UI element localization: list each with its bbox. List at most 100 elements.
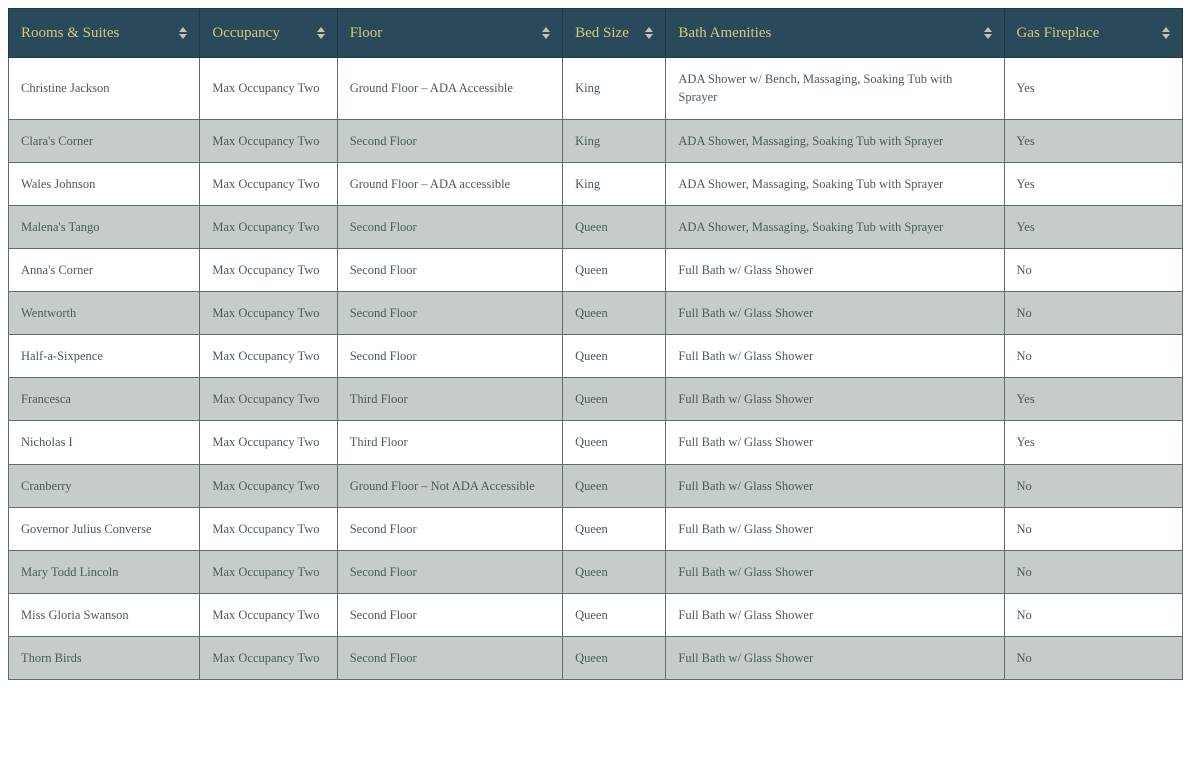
column-header-label: Bath Amenities: [678, 23, 771, 43]
table-row: Governor Julius ConverseMax Occupancy Tw…: [9, 507, 1183, 550]
cell-occupancy: Max Occupancy Two: [200, 205, 337, 248]
cell-rooms-suites: Cranberry: [9, 464, 200, 507]
cell-bed-size: Queen: [563, 550, 666, 593]
sort-icon[interactable]: [1162, 27, 1170, 39]
cell-bed-size: King: [563, 58, 666, 119]
cell-bed-size: Queen: [563, 464, 666, 507]
cell-occupancy: Max Occupancy Two: [200, 421, 337, 464]
table-row: Half-a-SixpenceMax Occupancy TwoSecond F…: [9, 335, 1183, 378]
cell-floor: Second Floor: [337, 205, 562, 248]
table-row: Clara's CornerMax Occupancy TwoSecond Fl…: [9, 119, 1183, 162]
cell-bed-size: Queen: [563, 335, 666, 378]
cell-floor: Second Floor: [337, 637, 562, 680]
table-row: Anna's CornerMax Occupancy TwoSecond Flo…: [9, 248, 1183, 291]
cell-bed-size: Queen: [563, 205, 666, 248]
cell-rooms-suites: Anna's Corner: [9, 248, 200, 291]
cell-floor: Ground Floor – ADA Accessible: [337, 58, 562, 119]
cell-occupancy: Max Occupancy Two: [200, 335, 337, 378]
cell-bath-amenities: Full Bath w/ Glass Shower: [666, 421, 1004, 464]
cell-rooms-suites: Half-a-Sixpence: [9, 335, 200, 378]
cell-gas-fireplace: No: [1004, 637, 1182, 680]
cell-gas-fireplace: No: [1004, 292, 1182, 335]
cell-bed-size: Queen: [563, 248, 666, 291]
column-header-bath-amenities[interactable]: Bath Amenities: [666, 9, 1004, 58]
cell-gas-fireplace: Yes: [1004, 119, 1182, 162]
table-row: Christine JacksonMax Occupancy TwoGround…: [9, 58, 1183, 119]
cell-rooms-suites: Clara's Corner: [9, 119, 200, 162]
cell-bath-amenities: Full Bath w/ Glass Shower: [666, 637, 1004, 680]
column-header-gas-fireplace[interactable]: Gas Fireplace: [1004, 9, 1182, 58]
cell-rooms-suites: Miss Gloria Swanson: [9, 593, 200, 636]
cell-bath-amenities: Full Bath w/ Glass Shower: [666, 507, 1004, 550]
cell-occupancy: Max Occupancy Two: [200, 550, 337, 593]
cell-bed-size: Queen: [563, 421, 666, 464]
cell-occupancy: Max Occupancy Two: [200, 58, 337, 119]
table-row: FrancescaMax Occupancy TwoThird FloorQue…: [9, 378, 1183, 421]
cell-bed-size: Queen: [563, 507, 666, 550]
cell-bath-amenities: ADA Shower, Massaging, Soaking Tub with …: [666, 205, 1004, 248]
cell-rooms-suites: Christine Jackson: [9, 58, 200, 119]
table-row: CranberryMax Occupancy TwoGround Floor –…: [9, 464, 1183, 507]
cell-gas-fireplace: Yes: [1004, 162, 1182, 205]
table-row: Malena's TangoMax Occupancy TwoSecond Fl…: [9, 205, 1183, 248]
sort-icon[interactable]: [179, 27, 187, 39]
cell-gas-fireplace: No: [1004, 248, 1182, 291]
cell-floor: Second Floor: [337, 550, 562, 593]
cell-gas-fireplace: Yes: [1004, 58, 1182, 119]
cell-bath-amenities: Full Bath w/ Glass Shower: [666, 593, 1004, 636]
table-row: Thorn BirdsMax Occupancy TwoSecond Floor…: [9, 637, 1183, 680]
table-row: Nicholas IMax Occupancy TwoThird FloorQu…: [9, 421, 1183, 464]
column-header-rooms-suites[interactable]: Rooms & Suites: [9, 9, 200, 58]
cell-occupancy: Max Occupancy Two: [200, 507, 337, 550]
column-header-occupancy[interactable]: Occupancy: [200, 9, 337, 58]
cell-gas-fireplace: Yes: [1004, 421, 1182, 464]
cell-occupancy: Max Occupancy Two: [200, 248, 337, 291]
sort-icon[interactable]: [984, 27, 992, 39]
cell-floor: Ground Floor – ADA accessible: [337, 162, 562, 205]
column-header-label: Occupancy: [212, 23, 279, 43]
column-header-label: Floor: [350, 23, 383, 43]
column-header-bed-size[interactable]: Bed Size: [563, 9, 666, 58]
cell-bath-amenities: Full Bath w/ Glass Shower: [666, 378, 1004, 421]
sort-icon[interactable]: [542, 27, 550, 39]
cell-rooms-suites: Wales Johnson: [9, 162, 200, 205]
cell-floor: Ground Floor – Not ADA Accessible: [337, 464, 562, 507]
cell-occupancy: Max Occupancy Two: [200, 119, 337, 162]
cell-occupancy: Max Occupancy Two: [200, 162, 337, 205]
cell-gas-fireplace: Yes: [1004, 205, 1182, 248]
cell-bath-amenities: Full Bath w/ Glass Shower: [666, 248, 1004, 291]
cell-rooms-suites: Wentworth: [9, 292, 200, 335]
cell-bath-amenities: ADA Shower, Massaging, Soaking Tub with …: [666, 162, 1004, 205]
cell-bath-amenities: Full Bath w/ Glass Shower: [666, 550, 1004, 593]
cell-rooms-suites: Nicholas I: [9, 421, 200, 464]
column-header-label: Rooms & Suites: [21, 23, 119, 43]
cell-occupancy: Max Occupancy Two: [200, 378, 337, 421]
cell-bath-amenities: ADA Shower, Massaging, Soaking Tub with …: [666, 119, 1004, 162]
cell-bath-amenities: ADA Shower w/ Bench, Massaging, Soaking …: [666, 58, 1004, 119]
cell-bed-size: Queen: [563, 292, 666, 335]
cell-rooms-suites: Governor Julius Converse: [9, 507, 200, 550]
cell-floor: Second Floor: [337, 292, 562, 335]
sort-icon[interactable]: [645, 27, 653, 39]
cell-gas-fireplace: No: [1004, 593, 1182, 636]
cell-bed-size: Queen: [563, 378, 666, 421]
cell-bed-size: Queen: [563, 637, 666, 680]
cell-rooms-suites: Thorn Birds: [9, 637, 200, 680]
column-header-label: Bed Size: [575, 23, 629, 43]
cell-gas-fireplace: Yes: [1004, 378, 1182, 421]
cell-floor: Second Floor: [337, 335, 562, 378]
cell-bath-amenities: Full Bath w/ Glass Shower: [666, 335, 1004, 378]
cell-occupancy: Max Occupancy Two: [200, 292, 337, 335]
column-header-floor[interactable]: Floor: [337, 9, 562, 58]
table-body: Christine JacksonMax Occupancy TwoGround…: [9, 58, 1183, 680]
cell-gas-fireplace: No: [1004, 335, 1182, 378]
cell-floor: Second Floor: [337, 119, 562, 162]
column-header-label: Gas Fireplace: [1017, 23, 1100, 43]
cell-floor: Third Floor: [337, 378, 562, 421]
table-row: Wales JohnsonMax Occupancy TwoGround Flo…: [9, 162, 1183, 205]
cell-floor: Second Floor: [337, 507, 562, 550]
cell-floor: Second Floor: [337, 248, 562, 291]
cell-gas-fireplace: No: [1004, 464, 1182, 507]
sort-icon[interactable]: [317, 27, 325, 39]
cell-occupancy: Max Occupancy Two: [200, 593, 337, 636]
